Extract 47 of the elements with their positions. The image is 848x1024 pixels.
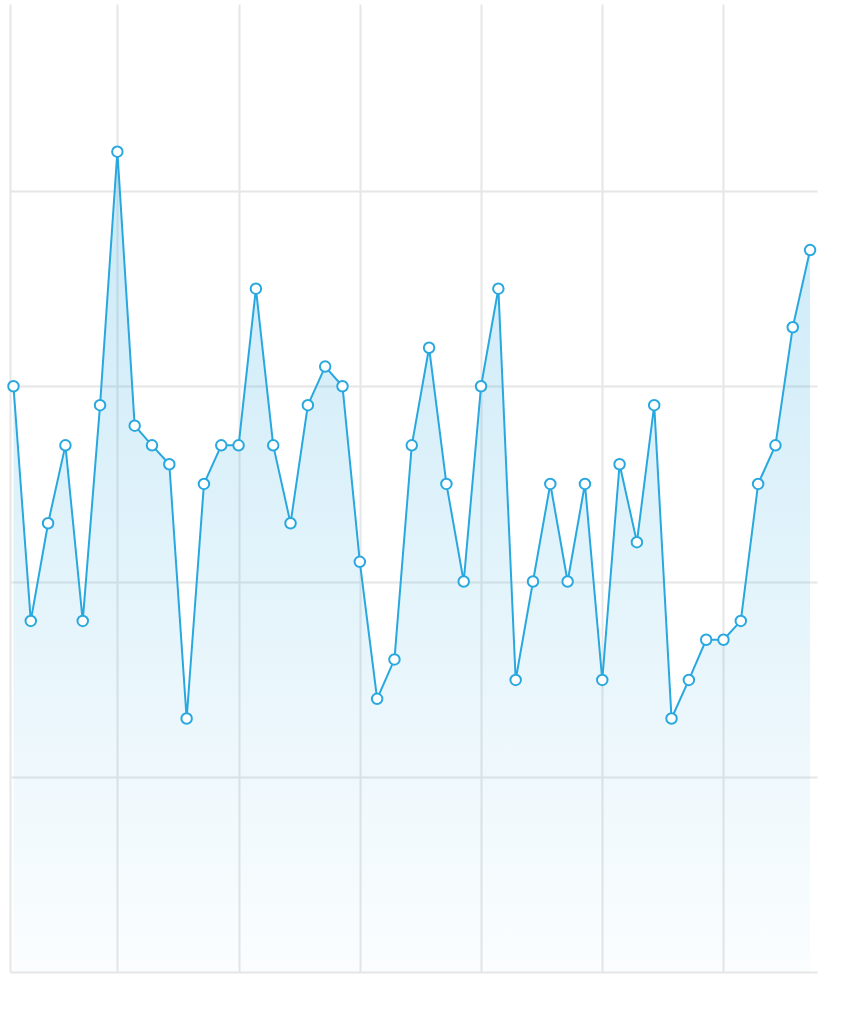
point bbox=[318, 360, 332, 373]
point bbox=[647, 398, 661, 412]
point bbox=[232, 439, 245, 452]
point bbox=[301, 398, 315, 412]
point bbox=[163, 457, 176, 471]
point bbox=[544, 477, 557, 491]
point bbox=[440, 477, 453, 491]
point bbox=[266, 439, 280, 452]
point bbox=[93, 398, 107, 412]
point bbox=[492, 282, 505, 295]
point bbox=[24, 614, 38, 628]
point bbox=[197, 477, 211, 491]
point bbox=[682, 673, 696, 687]
point bbox=[630, 535, 644, 549]
point bbox=[596, 673, 609, 687]
point bbox=[665, 712, 678, 725]
point bbox=[578, 477, 592, 491]
point bbox=[526, 575, 540, 588]
point bbox=[457, 575, 470, 588]
point bbox=[388, 653, 401, 666]
point bbox=[370, 692, 384, 706]
point bbox=[803, 243, 817, 257]
point bbox=[111, 145, 124, 158]
point bbox=[249, 282, 263, 295]
point bbox=[717, 633, 730, 646]
point bbox=[699, 633, 713, 646]
point bbox=[561, 575, 574, 588]
point bbox=[41, 517, 55, 530]
point bbox=[422, 341, 436, 354]
point bbox=[786, 320, 799, 334]
point bbox=[613, 457, 626, 471]
point bbox=[769, 439, 782, 452]
point bbox=[474, 380, 488, 393]
point bbox=[405, 439, 419, 452]
point bbox=[353, 555, 367, 569]
point bbox=[180, 712, 193, 725]
point bbox=[76, 614, 89, 628]
point bbox=[7, 380, 20, 393]
point bbox=[751, 477, 765, 491]
point bbox=[509, 673, 522, 687]
point bbox=[59, 439, 72, 452]
point bbox=[336, 380, 349, 393]
point bbox=[734, 614, 748, 628]
point bbox=[215, 439, 228, 452]
point bbox=[128, 419, 141, 432]
point bbox=[145, 439, 159, 452]
point bbox=[284, 517, 297, 530]
